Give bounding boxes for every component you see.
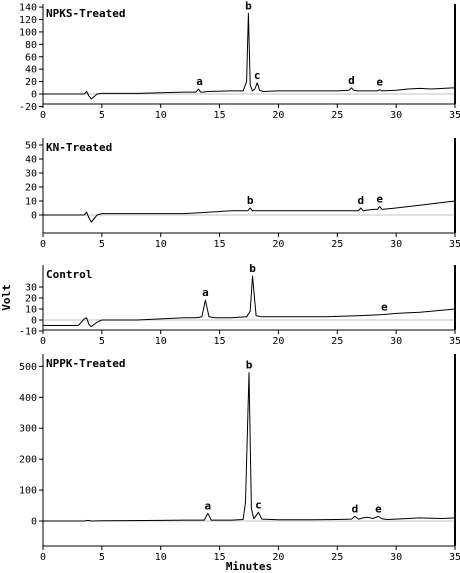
- x-tick-label: 0: [40, 110, 46, 121]
- y-tick-label: 300: [19, 424, 37, 435]
- x-tick-label: 25: [331, 336, 343, 347]
- x-tick-label: 15: [214, 239, 226, 250]
- panel-title: Control: [46, 268, 92, 281]
- y-tick-label: 400: [19, 393, 37, 404]
- x-tick-label: 10: [155, 336, 167, 347]
- x-tick-label: 30: [390, 110, 402, 121]
- y-tick-label: 20: [25, 183, 37, 194]
- peak-label-e: e: [375, 502, 382, 515]
- y-tick-label: 10: [25, 305, 37, 316]
- chromatogram-trace: [43, 275, 456, 328]
- y-tick-label: 40: [25, 155, 37, 166]
- y-tick-label: 0: [31, 90, 37, 101]
- peak-label-e: e: [376, 193, 383, 206]
- x-tick-label: 35: [449, 336, 460, 347]
- x-tick-label: 25: [331, 239, 343, 250]
- y-tick-label: 20: [25, 77, 37, 88]
- x-tick-label: 5: [99, 552, 105, 563]
- x-tick-label: 15: [214, 110, 226, 121]
- x-tick-label: 10: [155, 110, 167, 121]
- x-tick-label: 20: [272, 110, 284, 121]
- chart-panel: 0 5 10 15 20 25 30 35 50 40 30 20 10 0 b d e KN-Treated: [25, 138, 460, 250]
- y-tick-label: 30: [25, 169, 37, 180]
- y-tick-label: 40: [25, 65, 37, 76]
- peak-label-e: e: [381, 301, 388, 314]
- y-tick-label: 80: [25, 40, 37, 51]
- x-tick-label: 30: [390, 239, 402, 250]
- chromatogram-trace: [43, 12, 456, 100]
- x-tick-label: 20: [272, 336, 284, 347]
- x-tick-label: 0: [40, 336, 46, 347]
- y-tick-label: 500: [19, 362, 37, 373]
- peak-label-d: d: [348, 74, 355, 87]
- x-tick-label: 15: [214, 552, 226, 563]
- peak-label-a: a: [204, 499, 211, 512]
- y-tick-label: 50: [25, 141, 37, 152]
- x-tick-label: 10: [155, 552, 167, 563]
- x-tick-label: 25: [331, 552, 343, 563]
- chromatogram-trace: [43, 372, 456, 522]
- y-tick-label: 0: [31, 517, 37, 528]
- chromatogram-trace: [43, 200, 456, 223]
- peak-label-d: d: [352, 502, 359, 515]
- peak-label-b: b: [249, 262, 256, 275]
- x-tick-label: 10: [155, 239, 167, 250]
- y-tick-label: 100: [19, 486, 37, 497]
- x-tick-label: 5: [99, 336, 105, 347]
- y-tick-label: 200: [19, 455, 37, 466]
- panel-title: KN-Treated: [46, 141, 112, 154]
- x-axis-title: Minutes: [226, 560, 272, 573]
- x-tick-label: 5: [99, 110, 105, 121]
- y-tick-label: 120: [19, 15, 37, 26]
- peak-label-d: d: [358, 194, 365, 207]
- y-tick-label: 30: [25, 283, 37, 294]
- x-tick-label: 35: [449, 239, 460, 250]
- panel-title: NPKS-Treated: [46, 7, 125, 20]
- y-tick-label: 0: [31, 316, 37, 327]
- x-tick-label: 20: [272, 552, 284, 563]
- y-tick-label: 0: [31, 211, 37, 222]
- x-tick-label: 0: [40, 239, 46, 250]
- peak-label-c: c: [255, 498, 262, 511]
- x-tick-label: 25: [331, 110, 343, 121]
- peak-label-c: c: [254, 69, 261, 82]
- y-tick-label: 20: [25, 294, 37, 305]
- y-tick-label: -20: [19, 102, 37, 113]
- x-tick-label: 30: [390, 336, 402, 347]
- x-tick-label: 0: [40, 552, 46, 563]
- peak-label-b: b: [246, 359, 253, 372]
- peak-label-b: b: [245, 0, 252, 12]
- x-tick-label: 30: [390, 552, 402, 563]
- x-tick-label: 5: [99, 239, 105, 250]
- y-axis-title: Volt: [0, 284, 13, 311]
- peak-label-a: a: [196, 75, 203, 88]
- y-tick-label: 100: [19, 27, 37, 38]
- chart-panel: 0 5 10 15 20 25 30 35 500 400 300 200 100 0 a b c d e NPPK-…: [19, 354, 460, 573]
- y-tick-label: 10: [25, 197, 37, 208]
- peak-label-e: e: [376, 76, 383, 89]
- x-tick-label: 15: [214, 336, 226, 347]
- panel-title: NPPK-Treated: [46, 357, 125, 370]
- peak-label-a: a: [202, 286, 209, 299]
- y-tick-label: 140: [19, 3, 37, 14]
- x-tick-label: 20: [272, 239, 284, 250]
- x-tick-label: 35: [449, 110, 460, 121]
- peak-label-b: b: [247, 194, 254, 207]
- y-tick-label: 60: [25, 52, 37, 63]
- x-tick-label: 35: [449, 552, 460, 563]
- y-tick-label: -10: [19, 327, 37, 338]
